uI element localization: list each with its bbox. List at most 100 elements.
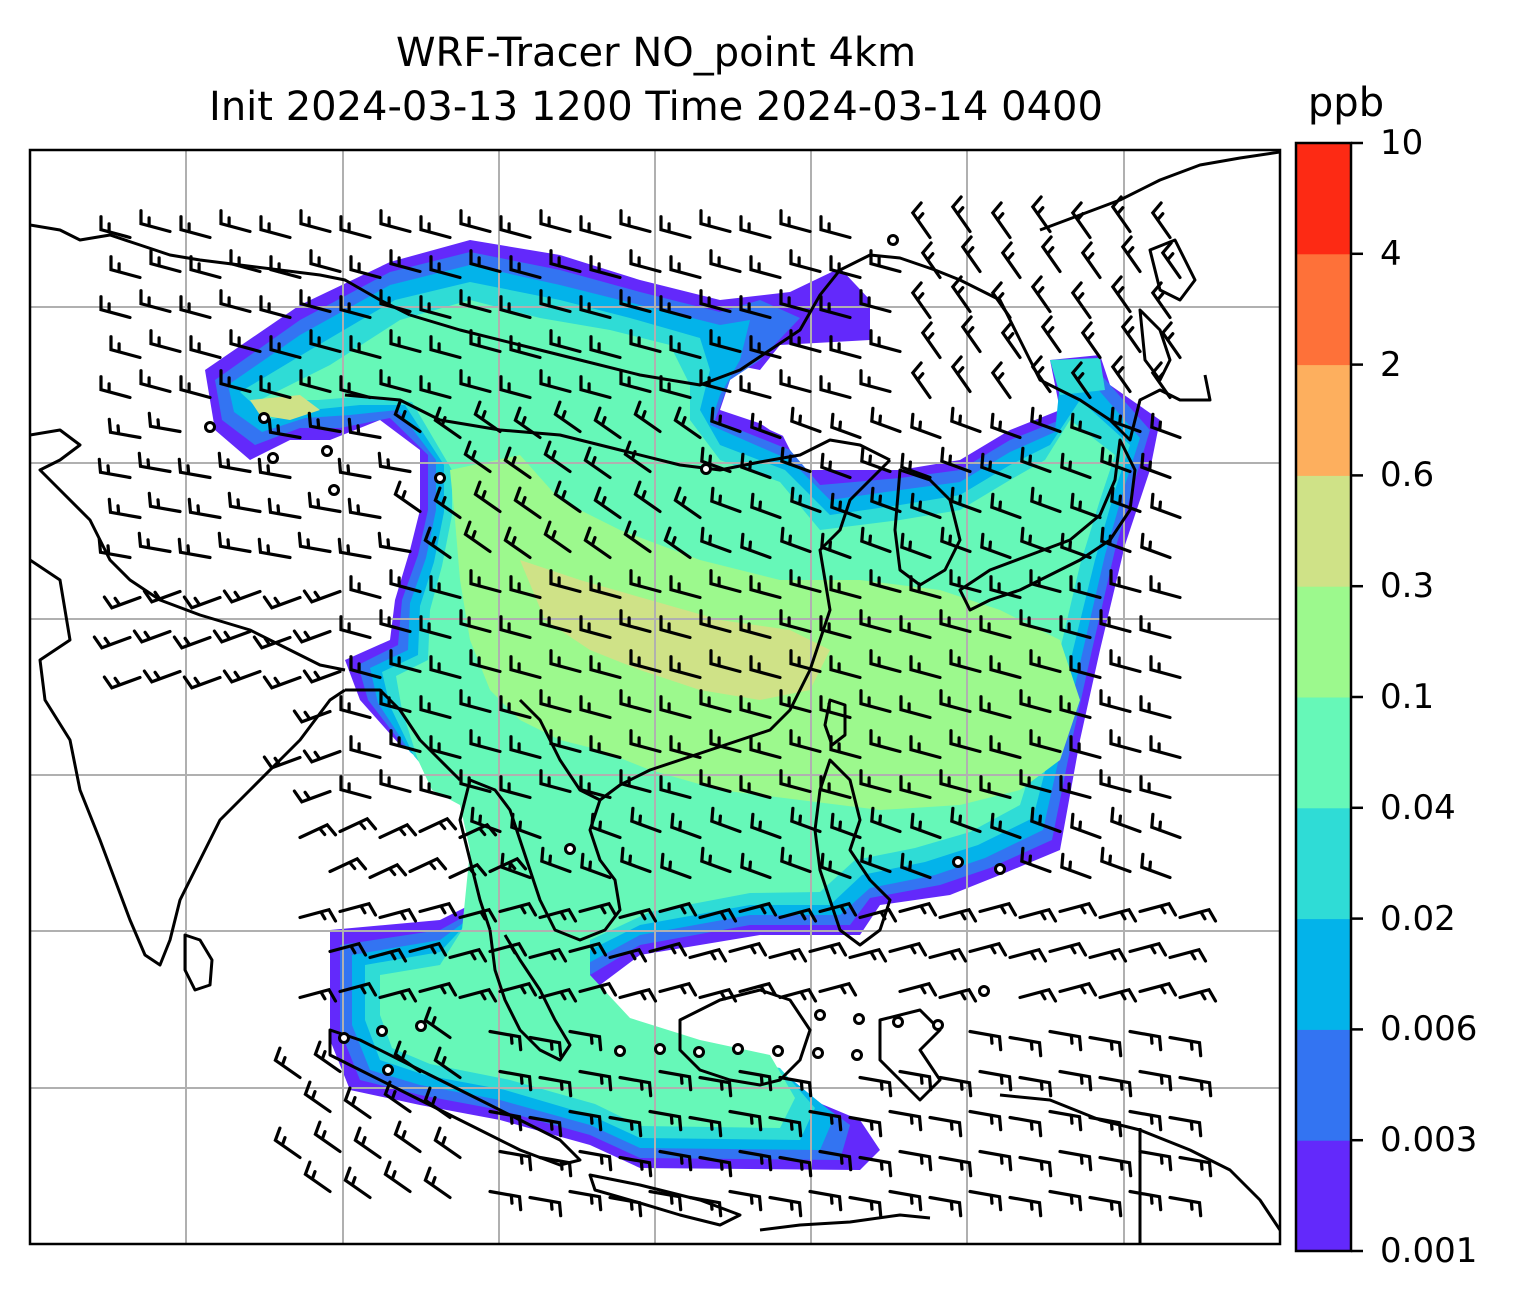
wind-barb — [229, 249, 262, 274]
wind-barb — [1099, 689, 1132, 714]
wind-barb — [1000, 241, 1022, 280]
colorbar-tick-label: 0.1 — [1380, 677, 1435, 717]
wind-barb — [940, 526, 972, 554]
border-mongolia-s — [344, 393, 891, 472]
wind-barb — [459, 609, 492, 634]
wind-barb — [378, 822, 418, 840]
wind-barb — [673, 406, 702, 440]
wind-barb — [739, 615, 772, 640]
wind-barb — [1029, 729, 1062, 754]
wind-barb — [1098, 907, 1138, 923]
wind-barb — [259, 295, 292, 320]
wind-barb — [808, 941, 848, 957]
wind-barb — [393, 480, 422, 514]
wind-barb — [623, 520, 652, 554]
wind-barb — [629, 329, 662, 354]
wind-barb — [147, 411, 182, 434]
wind-barb — [257, 457, 292, 480]
calm-wind-marker — [321, 445, 333, 457]
wind-barb — [528, 947, 568, 963]
wind-barb — [389, 649, 422, 674]
wind-barbs — [92, 195, 1218, 1218]
wind-barb — [299, 289, 332, 314]
wind-barb — [700, 846, 732, 874]
wind-barb — [259, 215, 292, 240]
wind-barb — [979, 695, 1012, 720]
wind-barb — [269, 335, 302, 360]
wind-barb — [349, 575, 382, 600]
wind-barb — [1008, 1195, 1043, 1218]
wind-barb — [513, 486, 542, 520]
wind-barb — [629, 729, 662, 754]
calm-wind-marker — [851, 1049, 863, 1061]
wind-barb — [659, 295, 692, 320]
wind-barb — [829, 335, 862, 360]
wind-barb — [189, 255, 222, 280]
wind-barb — [458, 987, 498, 1003]
wind-barb — [950, 486, 982, 514]
wind-barb — [378, 987, 418, 1003]
plot-title-line-1: WRF-Tracer NO_point 4km — [395, 30, 917, 76]
wind-barb — [1150, 281, 1172, 320]
wind-barb — [1048, 1109, 1083, 1132]
wind-barb — [568, 1029, 603, 1052]
wind-barb — [343, 1086, 372, 1120]
wind-barb — [1070, 361, 1092, 400]
wind-barb — [539, 769, 572, 794]
wind-barb — [448, 947, 488, 963]
wind-barb — [818, 981, 858, 997]
wind-barb — [222, 669, 262, 684]
calm-wind-marker — [415, 1020, 427, 1032]
wind-barb — [899, 775, 932, 800]
wind-barb — [618, 1075, 653, 1098]
wind-barb — [429, 655, 462, 680]
wind-barb — [673, 486, 702, 520]
wind-barb — [328, 941, 368, 957]
wind-barb — [578, 901, 618, 917]
wind-barb — [698, 987, 738, 1003]
wind-barb — [1110, 406, 1142, 434]
wind-barb — [1110, 806, 1142, 834]
wind-barb — [669, 335, 702, 360]
wind-barb — [928, 1195, 963, 1218]
wind-barb — [928, 947, 968, 963]
wind-barb — [379, 609, 412, 634]
wind-barb — [808, 1189, 843, 1212]
wind-barb — [778, 907, 818, 923]
wind-barb — [499, 695, 532, 720]
wind-barb — [699, 689, 732, 714]
wind-barb — [553, 400, 582, 434]
calm-wind-marker — [338, 1032, 350, 1044]
wind-barb — [470, 806, 502, 834]
wind-barb — [299, 369, 332, 394]
wind-barb — [500, 852, 532, 880]
coastline-japan — [958, 438, 1137, 612]
wind-barb — [1100, 846, 1132, 874]
wind-barb — [1030, 806, 1062, 834]
wind-barb — [149, 329, 182, 354]
colorbar-tick-label: 0.006 — [1380, 1009, 1478, 1050]
wind-barb — [658, 1149, 693, 1172]
wind-barb — [267, 497, 302, 520]
wind-barb — [429, 735, 462, 760]
wind-barb — [920, 321, 942, 360]
wind-barb — [909, 735, 942, 760]
wind-barb — [338, 901, 378, 917]
wind-barb — [780, 446, 812, 474]
calm-wind-marker — [614, 1045, 626, 1057]
wind-barb — [618, 907, 658, 923]
wind-barb — [377, 451, 412, 474]
wind-barb — [789, 329, 822, 354]
calm-wind-marker — [700, 463, 712, 475]
wind-barb — [1030, 355, 1052, 394]
wind-barb — [109, 255, 142, 280]
wind-barb — [182, 595, 222, 610]
wind-barb — [859, 369, 892, 394]
wind-barb — [1099, 609, 1132, 634]
wind-barb — [1059, 615, 1092, 640]
wind-barb — [217, 451, 252, 474]
wind-barb — [789, 729, 822, 754]
wind-barb — [768, 1195, 803, 1218]
wind-barb — [419, 695, 452, 720]
wind-barb — [1088, 1115, 1123, 1138]
